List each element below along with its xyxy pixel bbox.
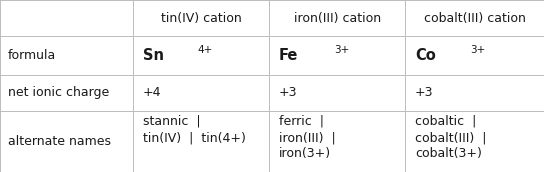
Text: cobalt(III) cation: cobalt(III) cation — [424, 12, 526, 25]
Text: cobalt(III)  |: cobalt(III) | — [415, 131, 486, 144]
Text: Co: Co — [415, 48, 436, 63]
Text: Fe: Fe — [279, 48, 299, 63]
Text: 3+: 3+ — [470, 45, 485, 55]
Text: iron(III) cation: iron(III) cation — [294, 12, 381, 25]
Text: formula: formula — [8, 49, 57, 62]
Text: +3: +3 — [415, 86, 434, 99]
Text: stannic  |: stannic | — [143, 115, 201, 128]
Text: net ionic charge: net ionic charge — [8, 86, 109, 99]
Text: tin(IV) cation: tin(IV) cation — [161, 12, 242, 25]
Text: +3: +3 — [279, 86, 298, 99]
Text: +4: +4 — [143, 86, 162, 99]
Text: cobaltic  |: cobaltic | — [415, 115, 477, 128]
Text: 4+: 4+ — [198, 45, 213, 55]
Text: 3+: 3+ — [334, 45, 349, 55]
Text: ferric  |: ferric | — [279, 115, 324, 128]
Text: iron(3+): iron(3+) — [279, 147, 331, 160]
Text: alternate names: alternate names — [8, 135, 111, 148]
Text: cobalt(3+): cobalt(3+) — [415, 147, 482, 160]
Text: tin(IV)  |  tin(4+): tin(IV) | tin(4+) — [143, 131, 246, 144]
Text: iron(III)  |: iron(III) | — [279, 131, 336, 144]
Text: Sn: Sn — [143, 48, 164, 63]
